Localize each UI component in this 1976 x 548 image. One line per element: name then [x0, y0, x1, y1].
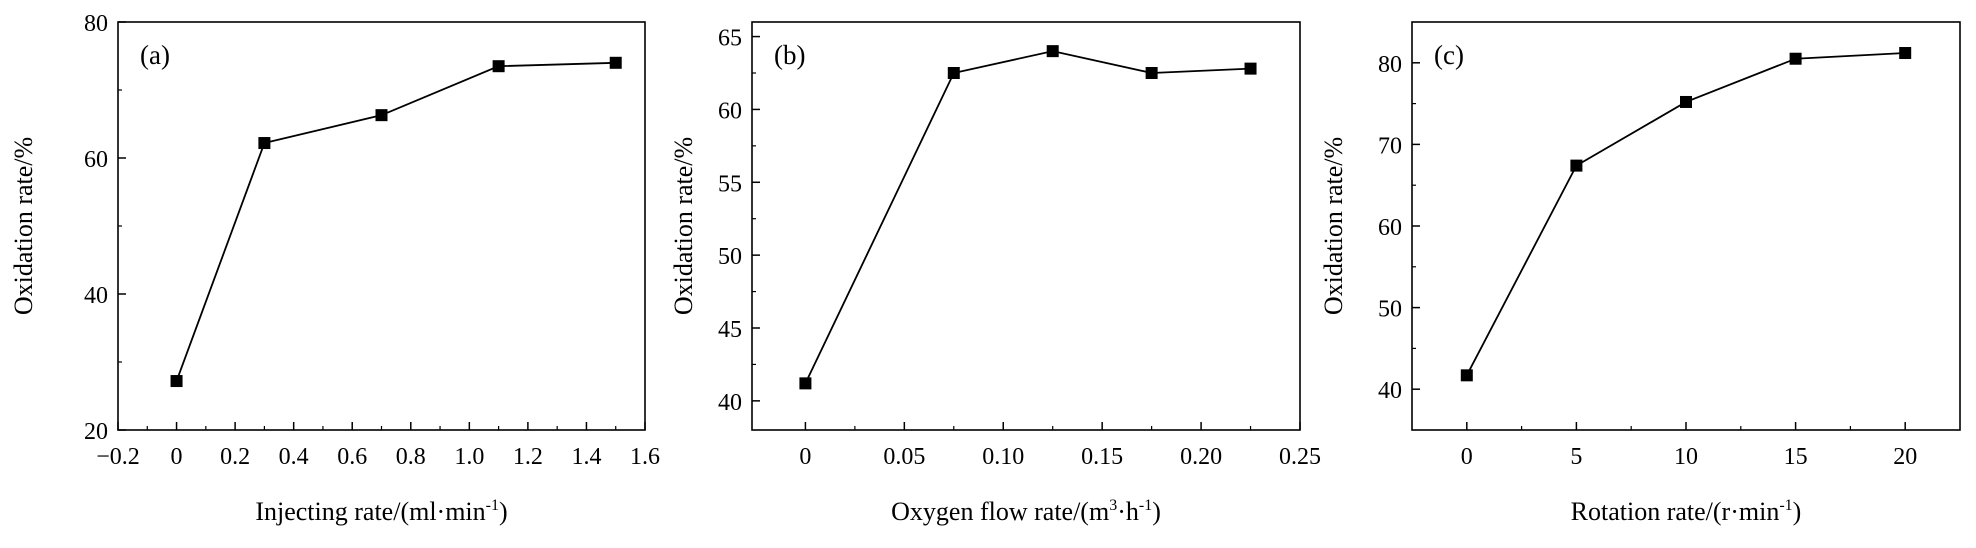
y-tick-label-c: 50	[1378, 297, 1402, 323]
x-tick-label-a: 0.4	[279, 444, 309, 470]
x-tick-label-b: 0.15	[1081, 444, 1123, 470]
y-tick-label-c: 70	[1378, 133, 1402, 159]
chart-panel-b: 0 0.05 0.10 0.15 0.20 0.25 40 45 50 55 60 65 (b) Oxid…	[669, 21, 1321, 526]
panel-label-c: (c)	[1434, 40, 1464, 70]
x-tick-label-a: 0.2	[220, 444, 250, 470]
data-point-a	[492, 60, 505, 73]
data-point-c	[1899, 47, 1912, 60]
data-point-c	[1570, 159, 1583, 172]
y-tick-label-b: 65	[718, 26, 742, 52]
x-axis-title-superscript: 3	[1109, 497, 1117, 514]
x-tick-label-c: 5	[1570, 444, 1582, 470]
x-axis-title-superscript: -1	[1139, 497, 1152, 514]
chart-panel-a: −0.2 0 0.2 0.4 0.6 0.8 1.0 1.2 1.4 1.6 20 40 60 80 (a)…	[9, 11, 660, 526]
y-axis-title-b: Oxidation rate/%	[669, 137, 698, 315]
x-tick-label-a: 0.6	[337, 444, 367, 470]
data-point-b	[947, 67, 960, 79]
x-tick-label-a: 0	[171, 444, 183, 470]
x-axis-title-text: Rotation rate/(r·min	[1571, 497, 1780, 526]
data-point-a	[258, 137, 271, 150]
y-tick-label-b: 40	[718, 390, 742, 416]
series-line-a	[175, 61, 616, 382]
x-tick-label-c: 10	[1674, 444, 1698, 470]
x-tick-label-c: 0	[1461, 444, 1473, 470]
data-point-a	[609, 56, 622, 69]
plot-frame-c	[1411, 21, 1961, 431]
x-tick-label-a: 1.2	[513, 444, 543, 470]
data-point-a	[170, 375, 183, 388]
x-tick-label-a: 1.0	[454, 444, 484, 470]
data-point-c	[1789, 52, 1802, 65]
x-axis-title-text: ·h	[1117, 497, 1139, 526]
x-axis-title-text: )	[499, 497, 508, 526]
panel-label-a: (a)	[140, 40, 170, 70]
x-tick-label-b: 0.05	[883, 444, 925, 470]
y-tick-label-a: 20	[84, 419, 108, 445]
y-tick-label-a: 80	[84, 11, 108, 37]
x-tick-label-c: 15	[1784, 444, 1808, 470]
y-tick-label-b: 60	[718, 98, 742, 124]
y-tick-label-b: 45	[718, 317, 742, 343]
x-axis-title-c: Rotation rate/(r·min-1)	[1571, 497, 1802, 526]
x-tick-label-b: 0.20	[1180, 444, 1222, 470]
data-point-c	[1680, 95, 1692, 108]
x-tick-label-c: 20	[1893, 444, 1917, 470]
x-tick-label-b: 0	[799, 444, 811, 470]
plot-frame-b	[751, 21, 1301, 431]
x-axis-title-text: )	[1793, 497, 1802, 526]
panel-label-b: (b)	[774, 40, 805, 70]
y-tick-label-b: 50	[718, 244, 742, 270]
x-axis-title-text: Oxygen flow rate/(m	[891, 497, 1109, 526]
x-tick-label-b: 0.10	[982, 444, 1024, 470]
x-tick-label-a: −0.2	[96, 444, 140, 470]
x-axis-title-text: Injecting rate/(ml·min	[255, 497, 485, 526]
data-point-b	[1046, 45, 1059, 58]
y-tick-label-c: 40	[1378, 378, 1402, 404]
data-point-b	[1145, 67, 1158, 79]
x-tick-label-b: 0.25	[1279, 444, 1321, 470]
x-axis-title-text: )	[1152, 497, 1161, 526]
x-tick-label-a: 0.8	[396, 444, 426, 470]
data-point-a	[375, 109, 388, 122]
data-point-c	[1460, 369, 1473, 382]
y-axis-title-c: Oxidation rate/%	[1319, 137, 1348, 315]
x-tick-label-a: 1.4	[571, 444, 601, 470]
data-point-b	[799, 377, 812, 390]
data-point-b	[1244, 62, 1257, 75]
x-axis-title-superscript: -1	[486, 497, 499, 514]
y-tick-label-c: 80	[1378, 52, 1402, 78]
series-line-b	[804, 50, 1251, 384]
y-axis-title-a: Oxidation rate/%	[9, 137, 38, 315]
plot-frame-a	[117, 21, 646, 431]
y-tick-label-c: 60	[1378, 215, 1402, 241]
x-axis-title-superscript: -1	[1779, 497, 1792, 514]
y-tick-label-b: 55	[718, 171, 742, 197]
y-tick-label-a: 40	[84, 283, 108, 309]
y-tick-label-a: 60	[84, 147, 108, 173]
chart-panel-c: 0 5 10 15 20 40 50 60 70 80 (c) Oxidation rate/% Rot…	[1319, 21, 1961, 526]
x-axis-title-b: Oxygen flow rate/(m3·h-1)	[891, 497, 1161, 526]
x-tick-label-a: 1.6	[630, 444, 660, 470]
x-axis-title-a: Injecting rate/(ml·min-1)	[255, 497, 507, 526]
